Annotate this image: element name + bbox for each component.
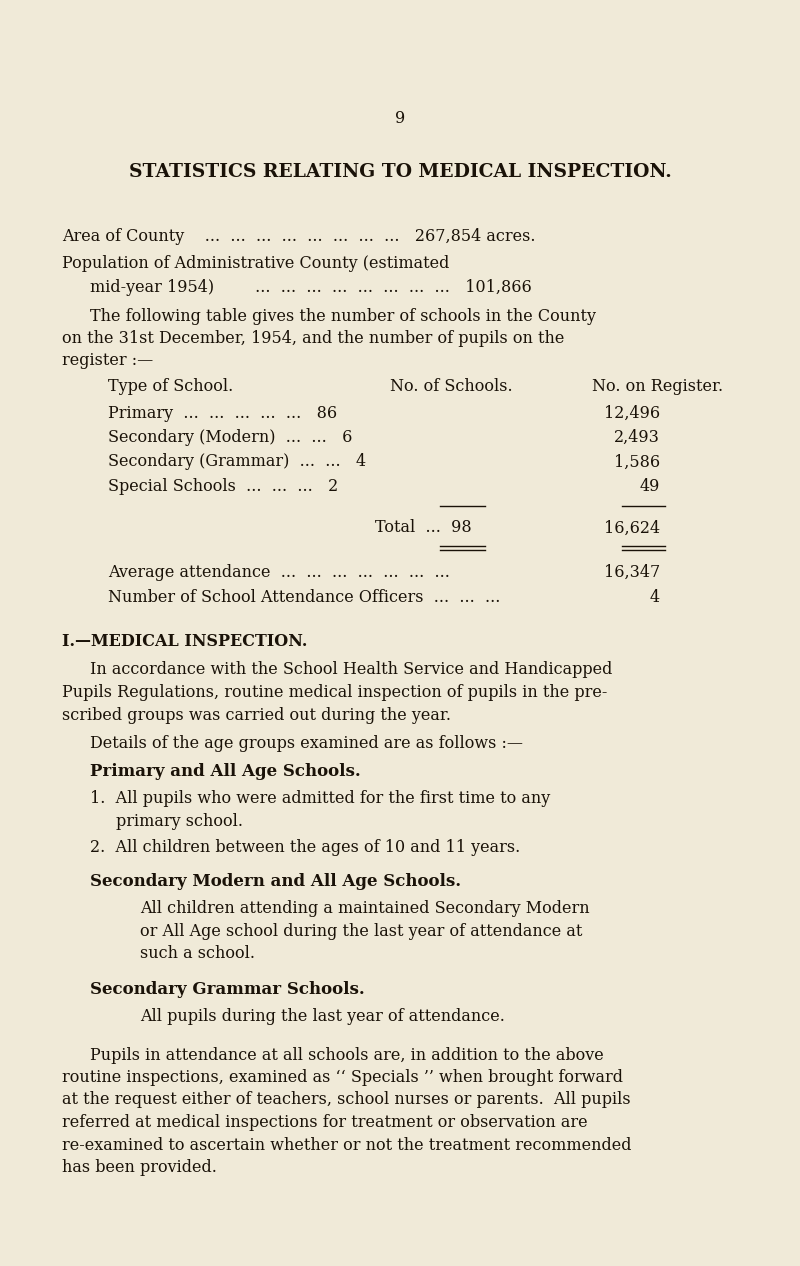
Text: Average attendance  ...  ...  ...  ...  ...  ...  ...: Average attendance ... ... ... ... ... .…	[108, 563, 450, 581]
Text: on the 31st December, 1954, and the number of pupils on the: on the 31st December, 1954, and the numb…	[62, 330, 564, 347]
Text: 1.  All pupils who were admitted for the first time to any: 1. All pupils who were admitted for the …	[90, 790, 550, 806]
Text: routine inspections, examined as ‘‘ Specials ’’ when brought forward: routine inspections, examined as ‘‘ Spec…	[62, 1069, 623, 1086]
Text: 16,624: 16,624	[604, 519, 660, 537]
Text: Type of School.: Type of School.	[108, 379, 234, 395]
Text: at the request either of teachers, school nurses or parents.  All pupils: at the request either of teachers, schoo…	[62, 1091, 630, 1109]
Text: No. of Schools.: No. of Schools.	[390, 379, 513, 395]
Text: Population of Administrative County (estimated: Population of Administrative County (est…	[62, 254, 450, 272]
Text: Primary and All Age Schools.: Primary and All Age Schools.	[90, 763, 361, 781]
Text: 16,347: 16,347	[604, 563, 660, 581]
Text: Area of County    ...  ...  ...  ...  ...  ...  ...  ...   267,854 acres.: Area of County ... ... ... ... ... ... .…	[62, 228, 535, 246]
Text: mid-year 1954)        ...  ...  ...  ...  ...  ...  ...  ...   101,866: mid-year 1954) ... ... ... ... ... ... .…	[90, 279, 532, 296]
Text: Special Schools  ...  ...  ...   2: Special Schools ... ... ... 2	[108, 479, 338, 495]
Text: Pupils in attendance at all schools are, in addition to the above: Pupils in attendance at all schools are,…	[90, 1047, 604, 1063]
Text: Secondary (Grammar)  ...  ...   4: Secondary (Grammar) ... ... 4	[108, 453, 366, 471]
Text: STATISTICS RELATING TO MEDICAL INSPECTION.: STATISTICS RELATING TO MEDICAL INSPECTIO…	[129, 163, 671, 181]
Text: Secondary (Modern)  ...  ...   6: Secondary (Modern) ... ... 6	[108, 429, 352, 446]
Text: or All Age school during the last year of attendance at: or All Age school during the last year o…	[140, 923, 582, 939]
Text: re-examined to ascertain whether or not the treatment recommended: re-examined to ascertain whether or not …	[62, 1137, 631, 1153]
Text: 12,496: 12,496	[604, 405, 660, 422]
Text: No. on Register.: No. on Register.	[592, 379, 723, 395]
Text: The following table gives the number of schools in the County: The following table gives the number of …	[90, 308, 596, 325]
Text: Total  ...  98: Total ... 98	[375, 519, 472, 537]
Text: Secondary Grammar Schools.: Secondary Grammar Schools.	[90, 981, 365, 999]
Text: Number of School Attendance Officers  ...  ...  ...: Number of School Attendance Officers ...…	[108, 589, 500, 605]
Text: In accordance with the School Health Service and Handicapped: In accordance with the School Health Ser…	[90, 662, 612, 679]
Text: I.—MEDICAL INSPECTION.: I.—MEDICAL INSPECTION.	[62, 633, 307, 649]
Text: scribed groups was carried out during the year.: scribed groups was carried out during th…	[62, 706, 451, 723]
Text: 2,493: 2,493	[614, 429, 660, 446]
Text: 4: 4	[650, 589, 660, 605]
Text: Primary  ...  ...  ...  ...  ...   86: Primary ... ... ... ... ... 86	[108, 405, 337, 422]
Text: Pupils Regulations, routine medical inspection of pupils in the pre-: Pupils Regulations, routine medical insp…	[62, 684, 607, 701]
Text: 2.  All children between the ages of 10 and 11 years.: 2. All children between the ages of 10 a…	[90, 839, 520, 856]
Text: 1,586: 1,586	[614, 453, 660, 471]
Text: All children attending a maintained Secondary Modern: All children attending a maintained Seco…	[140, 900, 590, 917]
Text: has been provided.: has been provided.	[62, 1158, 217, 1176]
Text: All pupils during the last year of attendance.: All pupils during the last year of atten…	[140, 1008, 505, 1025]
Text: referred at medical inspections for treatment or observation are: referred at medical inspections for trea…	[62, 1114, 588, 1131]
Text: such a school.: such a school.	[140, 944, 255, 962]
Text: Secondary Modern and All Age Schools.: Secondary Modern and All Age Schools.	[90, 874, 461, 890]
Text: register :—: register :—	[62, 352, 154, 368]
Text: primary school.: primary school.	[116, 813, 243, 829]
Text: 9: 9	[395, 110, 405, 127]
Text: Details of the age groups examined are as follows :—: Details of the age groups examined are a…	[90, 736, 523, 752]
Text: 49: 49	[640, 479, 660, 495]
